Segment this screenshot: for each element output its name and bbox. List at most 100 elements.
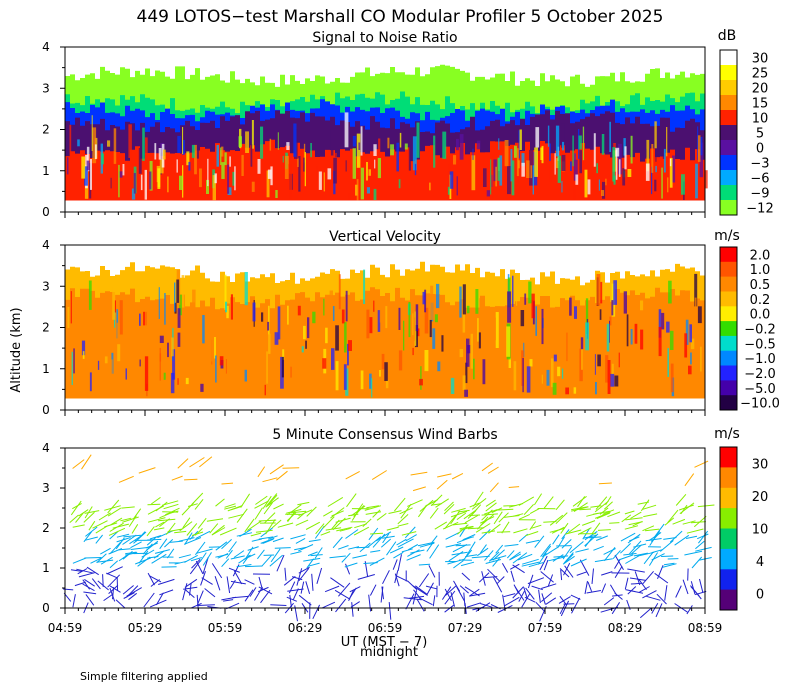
- heat-streak: [94, 144, 97, 160]
- wind-barb: [436, 479, 448, 490]
- heat-streak: [415, 325, 418, 348]
- wind-barb: [523, 587, 528, 599]
- wind-barb: [209, 523, 219, 534]
- wind-barb: [104, 505, 121, 511]
- heat-streak: [335, 361, 339, 391]
- heat-streak: [612, 147, 616, 182]
- heat-streak: [518, 130, 520, 159]
- heat-streak: [104, 356, 108, 364]
- heat-streak: [348, 192, 352, 200]
- heat-streak: [424, 307, 429, 334]
- x-tick-label: 05:29: [128, 621, 163, 635]
- heat-streak: [466, 338, 470, 367]
- colorbar-swatch: [720, 110, 737, 126]
- wind-barb: [106, 572, 118, 579]
- wind-barb: [430, 494, 443, 507]
- heat-streak: [658, 309, 662, 338]
- heat-streak: [113, 128, 117, 164]
- wind-barb: [471, 555, 490, 559]
- wind-barb: [298, 566, 310, 574]
- wind-barb: [290, 551, 302, 555]
- heat-streak: [596, 274, 601, 306]
- wind-barb: [135, 557, 151, 565]
- heat-streak: [199, 168, 202, 188]
- wind-barb: [529, 521, 537, 531]
- wind-barb: [552, 534, 560, 545]
- wind-barb: [147, 517, 166, 523]
- wind-barb: [425, 585, 437, 590]
- heat-streak: [86, 160, 90, 171]
- wind-barb: [434, 521, 448, 530]
- wind-barb: [620, 532, 636, 542]
- wind-barb: [155, 521, 165, 528]
- wind-barb: [171, 475, 183, 481]
- colorbar-swatch: [720, 80, 737, 96]
- wind-barb: [432, 595, 436, 607]
- wind-barb: [697, 533, 709, 540]
- wind-barb: [151, 496, 161, 505]
- wind-barb: [370, 550, 381, 553]
- colorbar-label: −0.2: [744, 323, 776, 338]
- heat-streak: [325, 327, 328, 344]
- heat-streak: [139, 359, 141, 367]
- wind-barb: [639, 586, 650, 593]
- heat-streak: [689, 324, 692, 343]
- wind-barb: [135, 531, 146, 542]
- wind-barb: [274, 547, 291, 549]
- panel-title: 5 Minute Consensus Wind Barbs: [272, 427, 497, 443]
- wind-barb: [471, 498, 487, 510]
- wind-barb: [70, 569, 83, 572]
- heat-streak: [694, 273, 698, 307]
- wind-barb: [228, 513, 244, 519]
- wind-barb: [103, 593, 114, 602]
- wind-barb: [263, 512, 276, 524]
- wind-barb: [563, 552, 574, 564]
- colorbar-swatch: [720, 200, 737, 216]
- footnote: Simple filtering applied: [80, 670, 208, 683]
- wind-barb: [525, 539, 540, 544]
- heat-streak: [416, 328, 420, 337]
- wind-barb: [509, 553, 522, 561]
- colorbar-label: 20: [752, 490, 769, 505]
- wind-barb: [325, 527, 342, 531]
- wind-barb: [321, 601, 336, 609]
- wind-barb: [397, 538, 414, 548]
- heat-streak: [277, 132, 279, 150]
- heat-streak: [471, 155, 476, 191]
- wind-barb: [327, 496, 344, 507]
- wind-barb: [330, 577, 345, 588]
- wind-barb: [481, 530, 496, 534]
- heat-streak: [414, 163, 417, 176]
- wind-barb: [202, 557, 209, 575]
- wind-barb: [643, 552, 654, 565]
- heat-streak: [561, 123, 565, 148]
- wind-barb: [233, 570, 243, 585]
- heat-streak: [224, 152, 227, 166]
- wind-barb: [642, 570, 654, 585]
- heat-streak: [174, 282, 176, 312]
- wind-barb: [332, 536, 343, 549]
- heat-streak: [167, 342, 169, 358]
- heat-streak: [581, 348, 583, 370]
- wind-barb: [211, 527, 226, 536]
- wind-barb: [620, 543, 631, 554]
- heat-streak: [303, 157, 305, 172]
- wind-barb: [77, 568, 88, 575]
- wind-barb: [428, 565, 436, 578]
- wind-barb: [183, 586, 198, 590]
- heat-streak: [267, 169, 272, 179]
- wind-barb: [381, 586, 384, 600]
- wind-barb: [338, 582, 351, 597]
- wind-barb: [197, 517, 207, 529]
- wind-barb: [311, 573, 314, 591]
- wind-barb: [330, 507, 345, 519]
- heat-streak: [154, 182, 158, 192]
- heat-streak: [594, 354, 596, 375]
- heat-streak: [493, 159, 497, 182]
- heat-streak: [268, 305, 270, 335]
- y-tick-label: 0: [42, 601, 50, 615]
- wind-barb: [659, 540, 674, 552]
- wind-barb: [233, 550, 245, 558]
- wind-barb: [159, 518, 171, 527]
- wind-barb: [267, 535, 278, 540]
